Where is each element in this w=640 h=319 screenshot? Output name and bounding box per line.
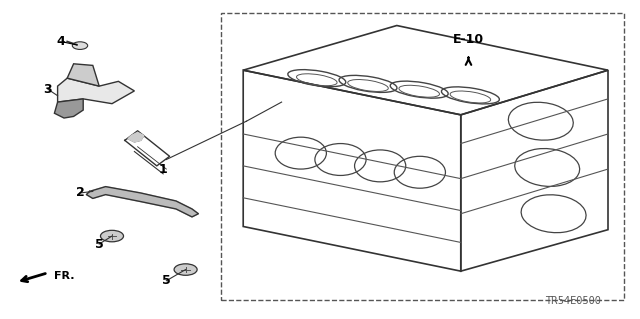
Polygon shape	[58, 78, 134, 104]
Polygon shape	[54, 99, 83, 118]
Circle shape	[72, 42, 88, 49]
Text: FR.: FR.	[54, 271, 75, 281]
Text: 1: 1	[159, 163, 168, 175]
Polygon shape	[67, 64, 99, 86]
Text: 4: 4	[56, 35, 65, 48]
Circle shape	[100, 230, 124, 242]
Text: 3: 3	[44, 83, 52, 96]
Text: 5: 5	[162, 274, 171, 287]
Text: 2: 2	[76, 187, 84, 199]
Polygon shape	[128, 132, 144, 142]
Text: TR54E0500: TR54E0500	[545, 296, 601, 307]
Text: 5: 5	[95, 238, 104, 250]
Polygon shape	[86, 187, 198, 217]
Circle shape	[174, 264, 197, 275]
Text: E-10: E-10	[453, 33, 484, 46]
